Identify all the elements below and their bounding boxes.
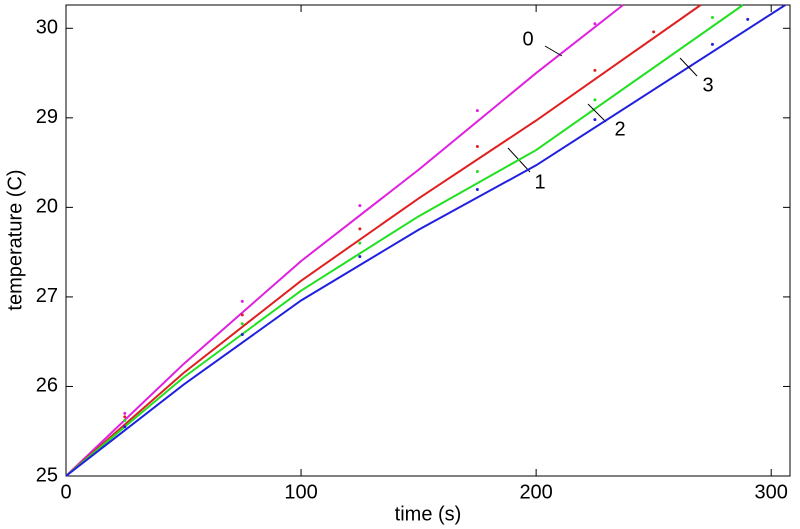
data-point bbox=[710, 16, 714, 20]
x-tick-label: 300 bbox=[755, 481, 788, 503]
series-label: 3 bbox=[702, 74, 713, 96]
plot-frame bbox=[65, 4, 791, 477]
y-tick-label: 30 bbox=[36, 17, 58, 39]
data-point bbox=[710, 42, 714, 46]
data-point bbox=[358, 241, 362, 245]
data-point bbox=[240, 333, 244, 337]
data-point bbox=[358, 255, 362, 259]
data-point bbox=[475, 187, 479, 191]
x-tick-label: 200 bbox=[519, 481, 552, 503]
data-point bbox=[593, 98, 597, 102]
series-line bbox=[65, 4, 624, 477]
data-point bbox=[240, 322, 244, 326]
y-tick-label: 26 bbox=[36, 375, 58, 397]
series-label: 2 bbox=[614, 118, 625, 140]
data-point bbox=[123, 418, 127, 422]
leader-line bbox=[587, 103, 607, 123]
series-label: 0 bbox=[522, 28, 533, 50]
data-point bbox=[746, 17, 750, 21]
x-axis-label: time (s) bbox=[395, 503, 462, 525]
data-point bbox=[652, 30, 656, 34]
data-point bbox=[475, 144, 479, 148]
x-tick-label: 0 bbox=[60, 481, 71, 503]
y-tick-label: 27 bbox=[36, 285, 58, 307]
data-point bbox=[358, 227, 362, 231]
x-tick-label: 100 bbox=[284, 481, 317, 503]
data-point bbox=[475, 109, 479, 113]
series-line bbox=[65, 4, 786, 477]
data-point bbox=[358, 204, 362, 208]
data-point bbox=[240, 313, 244, 317]
y-axis-label: temperature (C) bbox=[4, 169, 26, 310]
y-tick-label: 25 bbox=[36, 464, 58, 486]
data-point bbox=[475, 170, 479, 174]
series-line bbox=[65, 4, 702, 477]
data-point bbox=[123, 425, 127, 429]
data-point bbox=[123, 411, 127, 415]
series-line bbox=[65, 4, 744, 477]
data-point bbox=[593, 22, 597, 26]
y-tick-label: 20 bbox=[36, 196, 58, 218]
data-point bbox=[240, 299, 244, 303]
leader-line bbox=[679, 57, 698, 77]
data-point bbox=[123, 415, 127, 419]
data-point bbox=[593, 68, 597, 72]
data-point bbox=[593, 118, 597, 122]
y-tick-label: 29 bbox=[36, 106, 58, 128]
leader-line bbox=[544, 45, 563, 57]
series-label: 1 bbox=[534, 171, 545, 193]
